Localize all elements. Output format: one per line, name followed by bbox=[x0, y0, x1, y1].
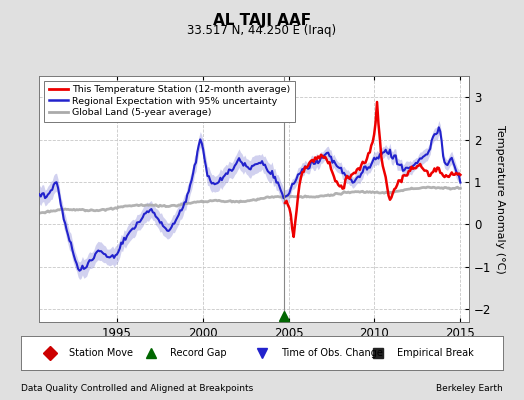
Text: Record Gap: Record Gap bbox=[170, 348, 227, 358]
Text: AL TAJI AAF: AL TAJI AAF bbox=[213, 13, 311, 28]
Legend: This Temperature Station (12-month average), Regional Expectation with 95% uncer: This Temperature Station (12-month avera… bbox=[44, 81, 296, 122]
Y-axis label: Temperature Anomaly (°C): Temperature Anomaly (°C) bbox=[495, 125, 505, 273]
Text: Berkeley Earth: Berkeley Earth bbox=[436, 384, 503, 393]
Text: Time of Obs. Change: Time of Obs. Change bbox=[281, 348, 383, 358]
Text: Data Quality Controlled and Aligned at Breakpoints: Data Quality Controlled and Aligned at B… bbox=[21, 384, 253, 393]
Text: Empirical Break: Empirical Break bbox=[397, 348, 474, 358]
Text: 33.517 N, 44.250 E (Iraq): 33.517 N, 44.250 E (Iraq) bbox=[188, 24, 336, 37]
Text: Station Move: Station Move bbox=[69, 348, 133, 358]
